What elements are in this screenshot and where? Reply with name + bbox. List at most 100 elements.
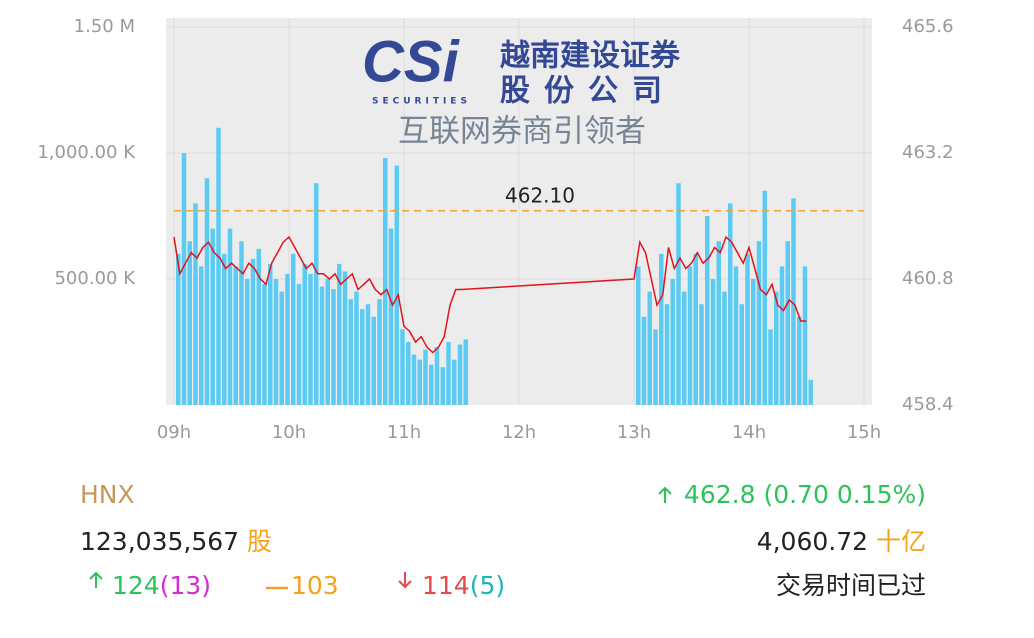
volume-bar (291, 253, 296, 405)
logo-sub: SECURITIES (372, 97, 471, 107)
change: (0.70 0.15%) (763, 480, 926, 509)
volume-bar (457, 344, 463, 405)
last: 462.8 (683, 480, 756, 509)
volume-bar (653, 329, 658, 405)
x-tick-label: 11h (387, 422, 421, 443)
volume-bar (268, 263, 273, 405)
volume-bar (354, 291, 359, 405)
volume-bar (279, 291, 284, 405)
volume-bar (388, 228, 394, 405)
x-tick-label: 15h (847, 422, 881, 443)
volume-bar (302, 263, 307, 405)
up-arrow (658, 486, 672, 503)
volume-bar (705, 216, 710, 405)
volume-bar (733, 266, 739, 405)
volume-bar (463, 339, 468, 405)
volume-bar (762, 190, 767, 405)
volume-bar (383, 158, 388, 405)
volume-bar (710, 279, 716, 405)
ceiling-count: (13) (159, 571, 212, 600)
volume-bar (273, 279, 279, 405)
floor-count: (5) (469, 571, 506, 600)
volume-bar (429, 364, 434, 405)
volume-bar (785, 241, 790, 405)
volume-bar (641, 316, 647, 405)
volume-bar (687, 266, 693, 405)
volume-bar (400, 329, 405, 405)
chart: CSi SECURITIES 越南建设证券 股份公司 互联网券商引领者 09h 1… (37, 16, 954, 443)
declines: 114(5) (422, 571, 505, 601)
x-tick-label: 13h (617, 422, 651, 443)
volume-bar (779, 266, 785, 405)
volume-bar (199, 266, 204, 405)
volume-bar (423, 349, 428, 405)
volume-bar (745, 253, 750, 405)
volume-value: 123,035,567 (80, 527, 240, 556)
volume-bar (227, 228, 233, 405)
volume-bar (365, 304, 371, 405)
index-change: 462.8 (0.70 0.15%) (684, 480, 926, 510)
volume-bar (176, 253, 181, 405)
volume-unit: 股 (247, 527, 273, 556)
volume-bar (256, 248, 261, 405)
volume-bar (434, 347, 440, 405)
volume-bar (371, 316, 376, 405)
index-name: HNX (80, 480, 135, 509)
volume-bar (446, 342, 451, 405)
volume: 123,035,567 股 (80, 527, 272, 557)
volume-bar (250, 258, 256, 405)
volume-bar (193, 203, 198, 405)
logo-name: 越南建设证券 (500, 39, 681, 74)
turnover-value: 4,060.72 (756, 527, 869, 556)
reference-label: 462.10 (505, 183, 575, 207)
x-tick-label: 12h (502, 422, 536, 443)
volume-bar (664, 304, 670, 405)
volume-bar (808, 379, 813, 405)
volume-bar (670, 279, 675, 405)
price-line (173, 235, 807, 354)
volume-bar (802, 266, 808, 405)
volume-bar (768, 329, 773, 405)
volume-bar (181, 153, 187, 405)
declines-count: 114 (422, 571, 470, 600)
volume-bar (682, 291, 687, 405)
volume-bar (406, 342, 411, 405)
volume-bar (751, 279, 756, 405)
volume-bar (394, 165, 399, 405)
y-tick-label: 1,000.00 K (37, 142, 136, 163)
y2-tick-label: 465.6 (902, 16, 954, 37)
volume-bar (308, 273, 313, 405)
volume-bar (693, 253, 698, 405)
volume-bar (377, 299, 382, 405)
volume-bar (210, 228, 215, 405)
x-tick-label: 09h (157, 422, 191, 443)
volume-bar (411, 354, 417, 405)
advances: 124(13) (112, 571, 211, 601)
volume-bar (245, 279, 250, 405)
volume-bar (337, 263, 342, 405)
turnover: 4,060.72 十亿 (757, 527, 926, 557)
volume-bar (314, 183, 319, 405)
advances-count: 124 (112, 571, 160, 600)
volume-bar (222, 253, 227, 405)
volume-bar (348, 299, 353, 405)
volume-bar (647, 291, 652, 405)
y-tick-label: 500.00 K (54, 268, 136, 289)
logo: CSi SECURITIES 越南建设证券 股份公司 互联网券商引领者 (362, 29, 681, 149)
volume-bar (774, 291, 779, 405)
volume-bar (636, 266, 641, 405)
up-arrow (89, 571, 103, 588)
x-tick-label: 10h (272, 422, 306, 443)
y2-tick-label: 460.8 (902, 268, 954, 289)
volume-bar (440, 367, 445, 405)
volume-bar (262, 284, 267, 405)
volume-bar (216, 127, 221, 406)
down-arrow (398, 572, 412, 589)
y2-tick-label: 463.2 (902, 142, 954, 163)
x-tick-label: 14h (732, 422, 766, 443)
unchanged-count: 103 (291, 571, 339, 600)
volume-bar (233, 266, 238, 405)
volume-bar (756, 241, 762, 405)
logo-mark: CSi (362, 29, 461, 94)
